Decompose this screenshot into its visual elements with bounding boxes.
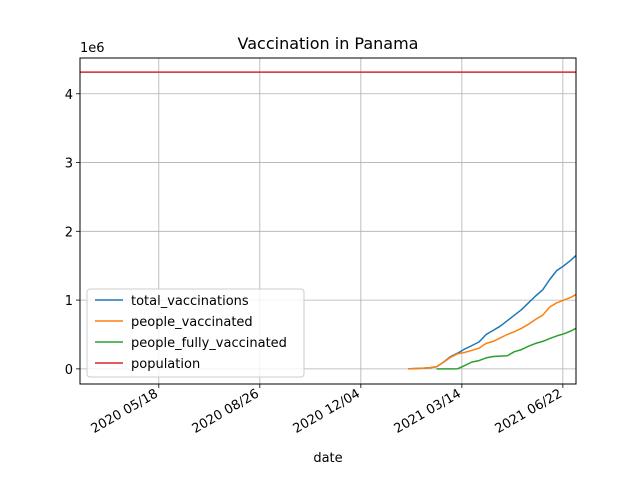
legend-label: population bbox=[131, 357, 200, 372]
y-multiplier-label: 1e6 bbox=[80, 41, 105, 56]
axes-frame bbox=[79, 57, 577, 385]
y-tick-label: 3 bbox=[65, 157, 73, 172]
series-lines bbox=[80, 71, 577, 370]
y-tick-label: 4 bbox=[65, 88, 73, 103]
legend-label: people_vaccinated bbox=[131, 315, 253, 330]
x-tick-label: 2020 12/04 bbox=[291, 386, 363, 436]
x-axis-ticks: 2020 05/18 2020 08/26 2020 12/04 2021 03/14… bbox=[89, 384, 565, 437]
legend-label: total_vaccinations bbox=[131, 294, 249, 309]
series-line-total-vaccinations bbox=[408, 254, 577, 370]
x-axis-label: date bbox=[313, 451, 342, 466]
y-tick-label: 2 bbox=[65, 225, 73, 240]
series-line-people-vaccinated bbox=[408, 293, 577, 370]
y-axis-ticks: 0 1 2 3 4 bbox=[65, 88, 80, 378]
y-tick-label: 0 bbox=[65, 363, 73, 378]
legend: total_vaccinations people_vaccinatedpeopl… bbox=[86, 288, 305, 378]
x-tick-label: 2021 03/14 bbox=[392, 386, 464, 436]
x-tick-label: 2020 05/18 bbox=[89, 386, 161, 436]
series-line-people-fully-vaccinated bbox=[436, 327, 577, 370]
x-tick-label: 2020 08/26 bbox=[190, 386, 262, 436]
x-tick-label: 2021 06/22 bbox=[493, 386, 565, 436]
legend-box bbox=[86, 288, 305, 378]
legend-label: people_fully_vaccinated bbox=[131, 336, 287, 351]
chart-title: Vaccination in Panama bbox=[238, 34, 419, 53]
y-tick-label: 1 bbox=[65, 294, 73, 309]
